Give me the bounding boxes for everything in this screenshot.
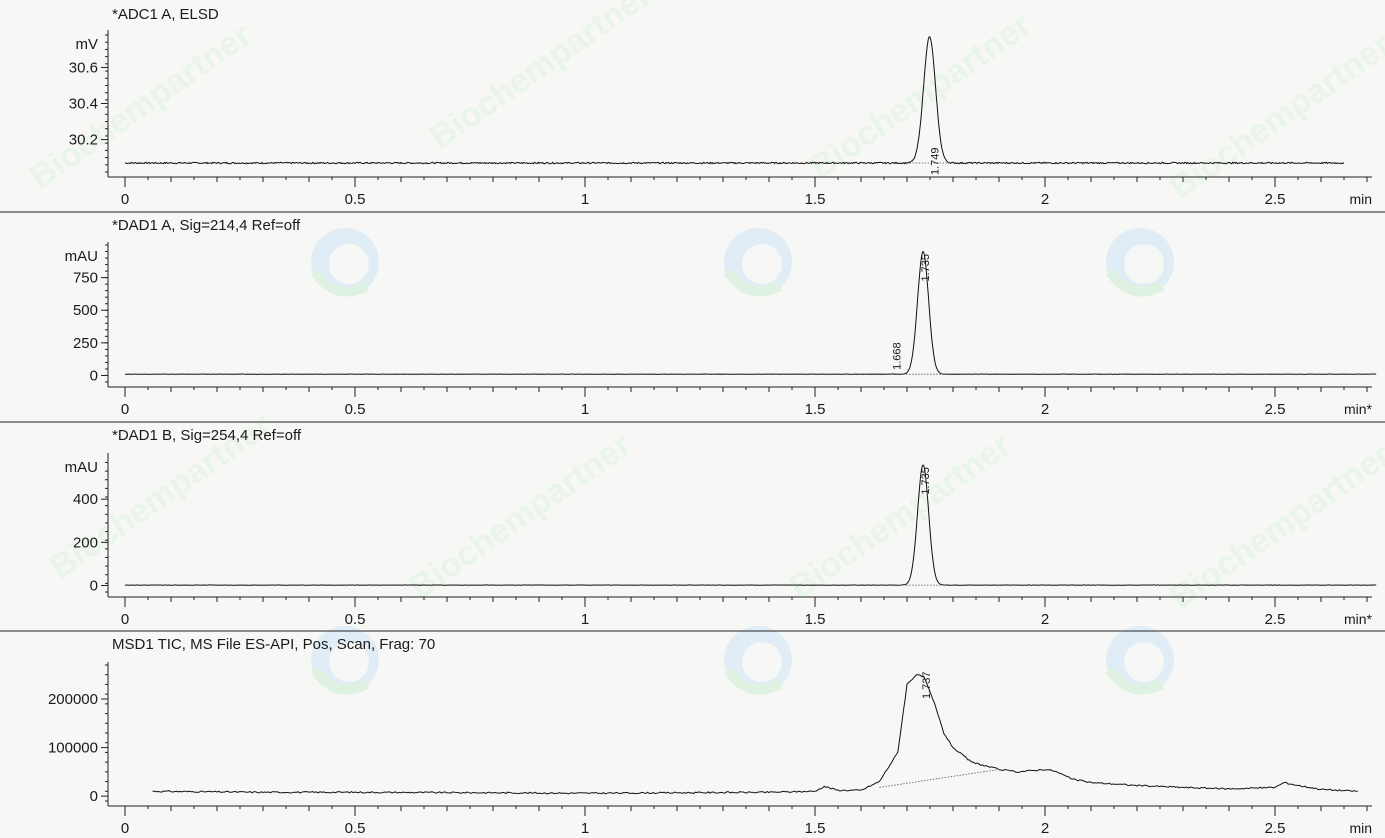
y-tick-label: 200: [73, 534, 98, 551]
watermark-text: Biochempartner: [403, 426, 638, 607]
watermark-text: Biochempartner: [23, 16, 258, 197]
signal-trace: [124, 36, 1345, 165]
chromatogram-panel: *DAD1 B, Sig=254,4 Ref=off 0 200 400 mAU 0 0.5…: [0, 421, 1385, 628]
chromatogram-panel: MSD1 TIC, MS File ES-API, Pos, Scan, Fra…: [0, 630, 1385, 837]
x-tick-label: 2: [1041, 611, 1049, 628]
x-tick-label: 0.5: [345, 820, 366, 837]
x-axis-unit: min: [1349, 820, 1372, 836]
y-axis-unit: mAU: [65, 248, 98, 265]
peak-retention-label: 1.668: [891, 342, 903, 370]
panel-title: *DAD1 A, Sig=214,4 Ref=off: [112, 217, 301, 234]
x-axis-unit: min: [1349, 191, 1372, 207]
watermark-text: Biochempartner: [1163, 436, 1385, 617]
y-tick-label: 0: [90, 367, 98, 384]
watermark-logo-icon: [723, 626, 792, 695]
x-tick-label: 0.5: [345, 611, 366, 628]
signal-trace: [152, 674, 1358, 795]
y-axis-unit: mAU: [65, 459, 98, 476]
integration-baseline: [879, 769, 1000, 788]
chromatogram-panel: *ADC1 A, ELSD 30.2 30.4 30.6 mV 0 0.5 1 1.5 2 2.5 m…: [69, 6, 1372, 208]
watermark-logo-icon: [310, 228, 379, 297]
signal-trace: [124, 464, 1377, 586]
x-tick-label: 0: [121, 611, 129, 628]
x-tick-label: 2: [1041, 820, 1049, 837]
watermark-text: Biochempartner: [803, 6, 1038, 187]
x-tick-label: 1: [581, 191, 589, 208]
x-tick-label: 0.5: [345, 401, 366, 418]
x-tick-label: 2: [1041, 191, 1049, 208]
y-tick-label: 400: [73, 491, 98, 508]
x-tick-label: 0.5: [345, 191, 366, 208]
y-tick-label: 500: [73, 302, 98, 319]
signal-trace: [124, 251, 1377, 375]
y-axis-unit: mV: [76, 36, 99, 53]
x-tick-label: 1: [581, 820, 589, 837]
watermark-text: Biochempartner: [423, 0, 658, 157]
watermark-logo-icon: [723, 228, 792, 297]
peak-retention-label: 1.749: [930, 147, 942, 175]
chromatogram-panel: *DAD1 A, Sig=214,4 Ref=off 0 250 500 750 mAU 0…: [0, 211, 1385, 418]
x-tick-label: 2.5: [1265, 191, 1286, 208]
panel-title: MSD1 TIC, MS File ES-API, Pos, Scan, Fra…: [112, 636, 435, 653]
peak-retention-label: 1.735: [920, 254, 932, 282]
y-tick-label: 0: [90, 578, 98, 595]
x-tick-label: 1.5: [805, 611, 826, 628]
x-tick-label: 1.5: [805, 191, 826, 208]
watermark-logo-icon: [1105, 626, 1174, 695]
y-tick-label: 200000: [48, 691, 98, 708]
x-tick-label: 0: [121, 820, 129, 837]
watermark-text: Biochempartner: [783, 426, 1018, 607]
x-tick-label: 2: [1041, 401, 1049, 418]
panel-title: *ADC1 A, ELSD: [112, 6, 219, 23]
x-tick-label: 1.5: [805, 401, 826, 418]
peak-retention-label: 1.735: [920, 467, 932, 495]
watermark-text: Biochempartner: [1163, 26, 1385, 207]
x-axis-unit: min*: [1344, 401, 1373, 417]
x-tick-label: 0: [121, 401, 129, 418]
y-tick-label: 250: [73, 335, 98, 352]
x-tick-label: 2.5: [1265, 401, 1286, 418]
y-tick-label: 30.2: [69, 132, 98, 149]
y-tick-label: 30.6: [69, 59, 98, 76]
x-tick-label: 1.5: [805, 820, 826, 837]
panel-title: *DAD1 B, Sig=254,4 Ref=off: [112, 427, 302, 444]
x-tick-label: 0: [121, 191, 129, 208]
y-tick-label: 30.4: [69, 96, 98, 113]
chromatogram-panels: *ADC1 A, ELSD 30.2 30.4 30.6 mV 0 0.5 1 1.5 2 2.5 m…: [0, 6, 1385, 837]
watermark-layer: Biochempartner Biochempartner Biochempartn…: [23, 0, 1385, 695]
x-tick-label: 1: [581, 401, 589, 418]
x-tick-label: 2.5: [1265, 820, 1286, 837]
x-tick-label: 1: [581, 611, 589, 628]
peak-retention-label: 1.737: [921, 671, 933, 699]
y-tick-label: 100000: [48, 740, 98, 757]
y-tick-label: 750: [73, 270, 98, 287]
watermark-logo-icon: [310, 626, 379, 695]
x-axis-unit: min*: [1344, 611, 1373, 627]
y-tick-label: 0: [90, 788, 98, 805]
watermark-logo-icon: [1105, 228, 1174, 297]
x-tick-label: 2.5: [1265, 611, 1286, 628]
